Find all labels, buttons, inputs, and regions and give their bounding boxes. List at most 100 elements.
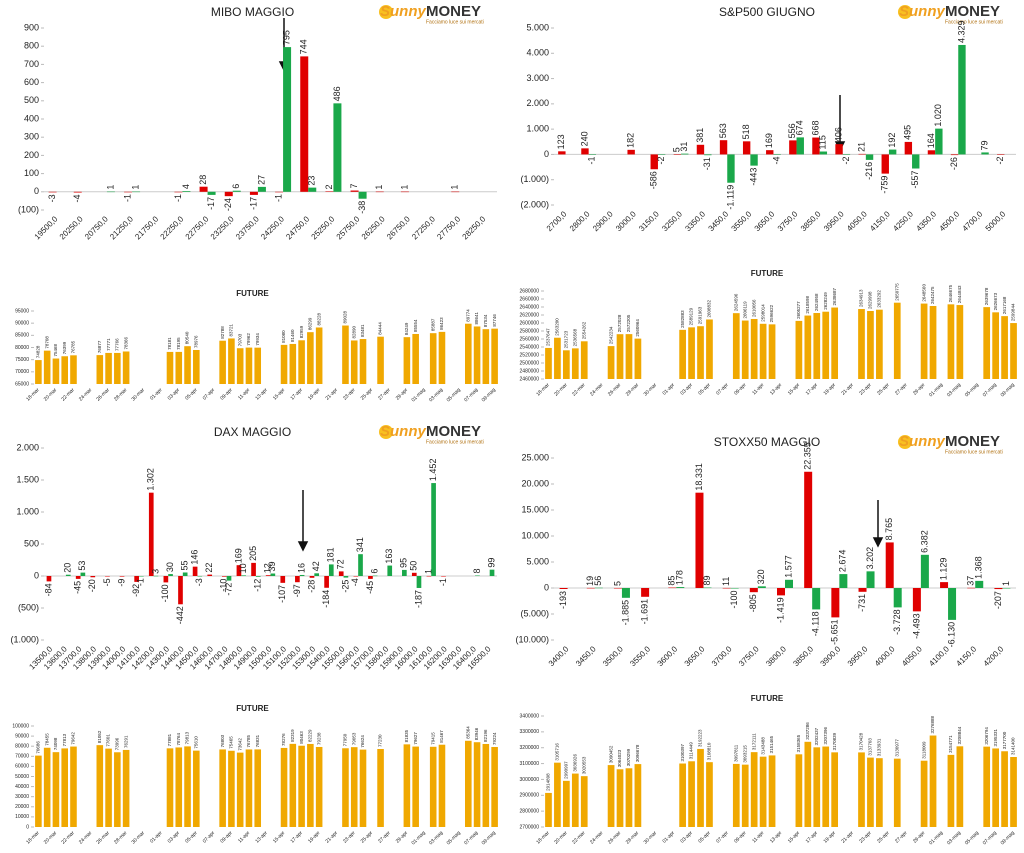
value-label: 84249 [404, 322, 409, 335]
bar [983, 307, 991, 379]
x-tick-label: 3900,0 [819, 644, 843, 668]
x-tick-label: 3000,0 [614, 209, 638, 233]
bar [219, 749, 226, 827]
value-label: 1.452 [428, 459, 438, 482]
value-label: 89028 [343, 311, 348, 324]
value-label: -731 [857, 594, 867, 612]
value-label: 4 [181, 184, 191, 189]
value-label: 3237286 [805, 722, 810, 740]
bar [704, 154, 712, 156]
bar [750, 752, 758, 827]
x-tick-label: 21-apr [325, 830, 340, 845]
arrow-head [872, 537, 884, 548]
bar [105, 748, 112, 827]
y-tick-label: 2560000 [520, 336, 540, 342]
value-label: 78764 [176, 732, 181, 745]
value-label: 79415 [430, 732, 435, 745]
bar [948, 588, 957, 620]
value-label: 95 [399, 558, 409, 568]
value-label: 80540 [185, 331, 190, 344]
x-tick-label: 17-apr [289, 387, 304, 402]
value-label: -12 [253, 579, 263, 592]
x-tick-label: 13-apr [769, 382, 784, 397]
logo-tagline: Facciamo luce sui mercati [426, 19, 484, 25]
value-label: -97 [292, 584, 302, 597]
chart-title: FUTURE [236, 289, 269, 298]
logo-sun [379, 425, 393, 439]
x-tick-label: 22-mar [571, 382, 587, 398]
bar [722, 587, 731, 589]
bar [328, 564, 334, 576]
bar [403, 337, 411, 384]
value-label: 163 [384, 549, 394, 564]
x-tick-label: 28-mar [625, 382, 641, 398]
value-label: 11 [721, 577, 731, 586]
x-tick-label: 27-apr [894, 830, 909, 845]
y-tick-label: 1.000 [16, 506, 39, 516]
value-label: 3090452 [608, 745, 613, 763]
x-tick-label: 3750,0 [776, 209, 800, 233]
x-tick-label: 22-mar [60, 830, 76, 846]
bar [881, 154, 889, 174]
value-label: 1 [374, 185, 384, 190]
value-label: 50 [409, 561, 419, 571]
value-label: -1 [587, 156, 597, 164]
bar [777, 588, 785, 596]
value-label: 406 [833, 127, 843, 142]
x-tick-label: 15-apr [787, 830, 802, 845]
value-label: -17 [206, 197, 216, 210]
y-tick-label: 1.000 [526, 124, 549, 134]
value-label: -1.691 [639, 599, 649, 625]
x-tick-label: 03-apr [167, 830, 182, 845]
x-tick-label: 27250,0 [410, 214, 437, 241]
value-label: 3208844 [957, 726, 962, 744]
bar [52, 752, 60, 827]
y-tick-label: 3300000 [520, 729, 540, 735]
y-tick-label: 3.000 [526, 73, 549, 83]
value-label: 164 [926, 133, 936, 148]
x-tick-label: 23-apr [342, 387, 357, 402]
value-label: 88228 [316, 312, 321, 325]
bar [571, 773, 579, 827]
bar [134, 576, 139, 582]
bar [375, 191, 384, 193]
x-tick-label: 03-apr [679, 382, 694, 397]
bar [983, 746, 991, 827]
value-label: 79238 [316, 732, 321, 745]
bar [804, 741, 812, 827]
bar [182, 191, 191, 192]
bar [813, 313, 821, 379]
value-label: 83481 [360, 324, 365, 337]
value-label: 2646675 [948, 284, 953, 302]
value-label: 3141400 [1011, 737, 1016, 755]
bar [251, 562, 256, 576]
value-label: 78708 [44, 336, 49, 349]
bar [586, 587, 595, 589]
x-tick-label: 3450,0 [574, 644, 598, 668]
x-tick-label: 19-apr [307, 830, 322, 845]
value-label: 3206794 [984, 727, 989, 745]
x-tick-label: 26-mar [95, 830, 111, 846]
chart-title: FUTURE [751, 694, 784, 703]
bar [473, 326, 481, 384]
bar [981, 152, 989, 155]
x-tick-label: 05-mag [446, 830, 462, 846]
x-tick-label: 26-mar [607, 382, 623, 398]
value-label: 79 [979, 140, 989, 150]
y-tick-label: 2680000 [520, 288, 540, 294]
value-label: 85364 [465, 726, 470, 739]
x-tick-label: 20250,0 [58, 214, 85, 241]
y-tick-label: (1.000) [520, 174, 549, 184]
value-label: 2610056 [751, 299, 756, 317]
bar [245, 347, 253, 384]
value-label: -805 [748, 594, 758, 612]
value-label: -6.130 [946, 622, 956, 648]
y-tick-label: 70000 [15, 754, 29, 760]
bar [885, 542, 894, 588]
x-tick-label: 03-mag [428, 830, 444, 846]
y-tick-label: 10.000 [521, 530, 549, 540]
x-tick-label: 01-apr [149, 830, 164, 845]
bar [314, 573, 320, 576]
bar [491, 328, 498, 384]
